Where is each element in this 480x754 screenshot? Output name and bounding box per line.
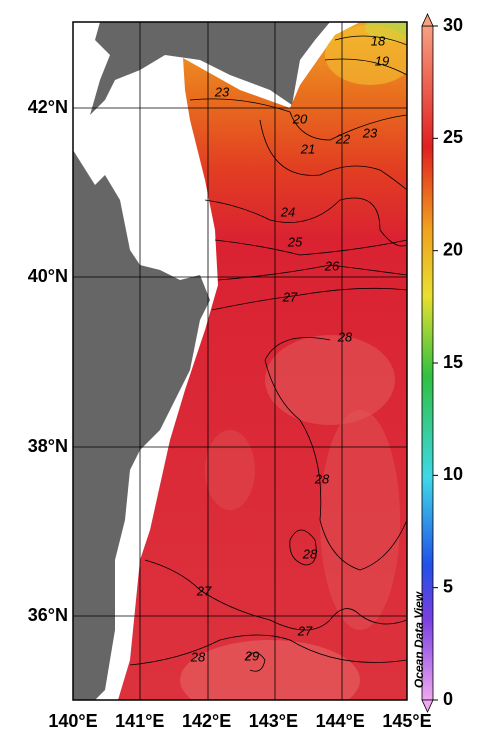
contour-label: 22 (335, 131, 351, 146)
lat-label: 40°N (28, 266, 68, 286)
contour-label: 26 (324, 258, 340, 273)
graticule (73, 22, 407, 700)
contour-label: 20 (292, 111, 308, 126)
lat-label: 42°N (28, 97, 68, 117)
map-frame (72, 21, 408, 701)
contour-label: 28 (337, 329, 353, 344)
colorbar-label: 25 (443, 127, 463, 147)
contour-label: 23 (214, 84, 230, 99)
contour-label: 28 (190, 649, 206, 664)
colorbar-arrow (421, 699, 434, 713)
contour-label: 28 (314, 471, 330, 486)
land-honshu (73, 150, 210, 700)
land-hokkaido (90, 22, 330, 115)
contour-label: 27 (297, 623, 313, 638)
lon-label: 143°E (249, 711, 298, 731)
contour-label: 27 (196, 583, 212, 598)
sea-field (118, 22, 407, 700)
contour-label: 28 (302, 546, 318, 561)
contour-label: 29 (244, 648, 259, 663)
map-field (73, 22, 407, 700)
lon-label: 142°E (182, 711, 231, 731)
contour-label: 21 (300, 141, 315, 156)
contour-label: 27 (282, 289, 298, 304)
contour-label: 23 (362, 125, 378, 140)
credit: Ocean Data View (412, 591, 426, 688)
contour-label: 18 (371, 33, 386, 48)
colorbar-label: 30 (443, 15, 463, 35)
contour-label: 19 (375, 53, 389, 68)
lon-label: 141°E (115, 711, 164, 731)
colorbar-arrow (421, 13, 434, 27)
lon-label: 140°E (48, 711, 97, 731)
colorbar-label: 15 (443, 352, 463, 372)
colorbar-label: 5 (443, 576, 453, 596)
colorbar-label: 0 (443, 689, 453, 709)
contour-label: 24 (280, 204, 295, 219)
lat-label: 38°N (28, 436, 68, 456)
contour-label: 25 (287, 234, 303, 249)
colorbar-label: 10 (443, 464, 463, 484)
lat-label: 36°N (28, 605, 68, 625)
lon-label: 145°E (382, 711, 431, 731)
lon-label: 144°E (316, 711, 365, 731)
colorbar-label: 20 (443, 239, 463, 259)
